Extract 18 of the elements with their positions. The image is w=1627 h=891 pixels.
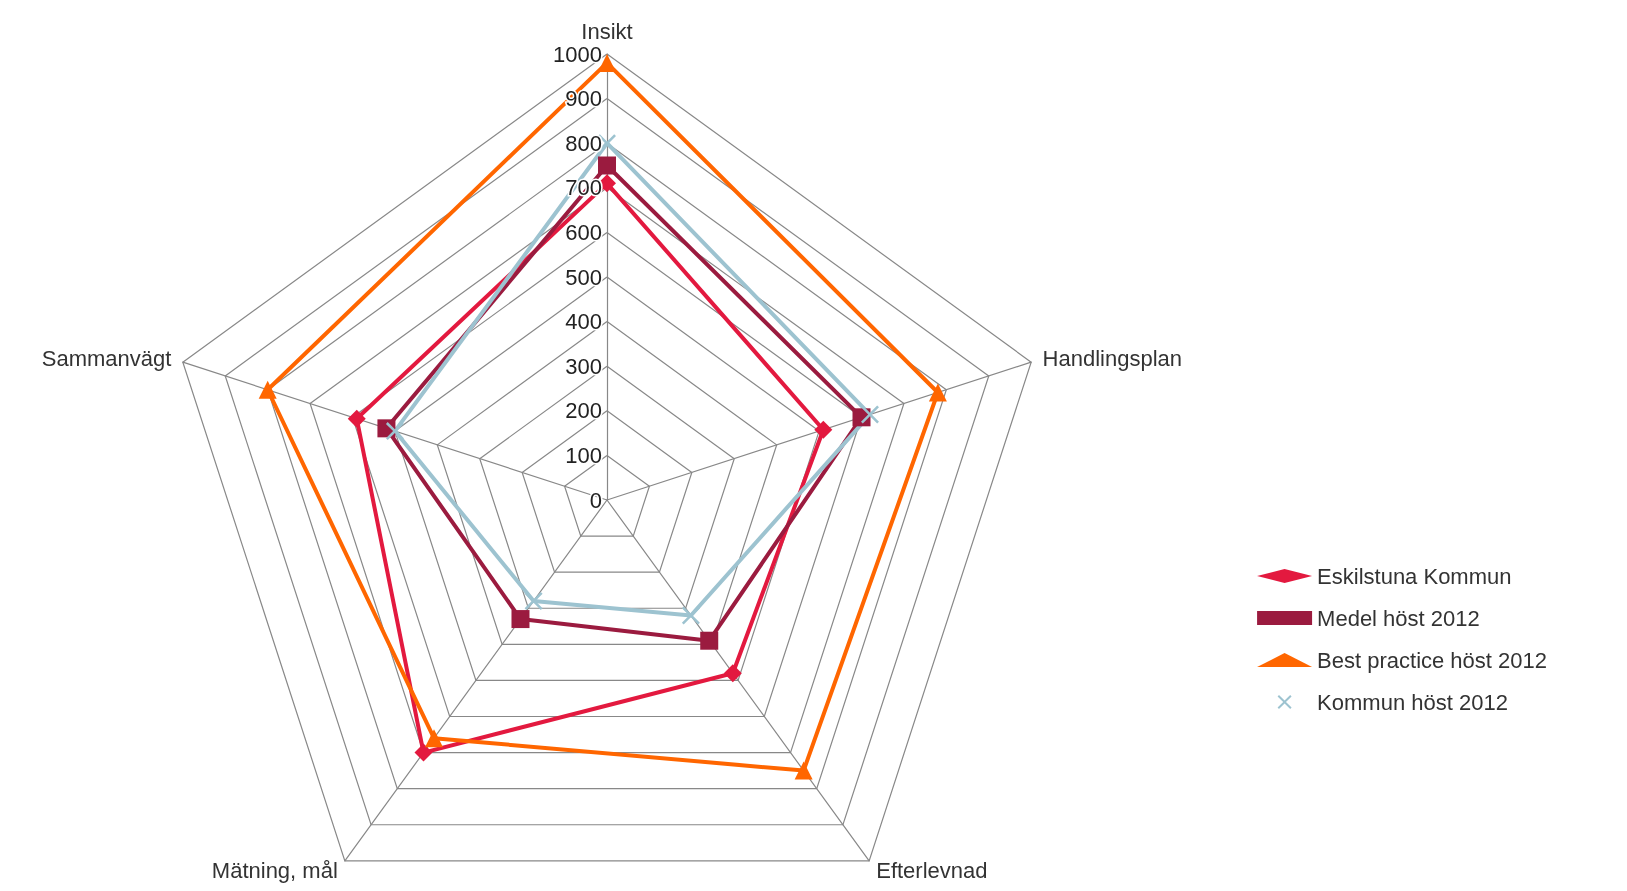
legend-label: Medel höst 2012 bbox=[1317, 605, 1480, 631]
spoke-label: Handlingsplan bbox=[1042, 345, 1183, 371]
legend-label: Kommun höst 2012 bbox=[1317, 689, 1508, 715]
y-tick-label: 0 bbox=[589, 487, 602, 513]
y-tick-label: 400 bbox=[565, 309, 602, 335]
spoke-label: Efterlevnad bbox=[876, 858, 988, 884]
spoke-label: Insikt bbox=[581, 18, 633, 44]
legend-label: Best practice höst 2012 bbox=[1317, 647, 1548, 673]
y-tick-label: 1000 bbox=[553, 41, 602, 67]
spoke-label: Mätning, mål bbox=[211, 858, 338, 884]
y-tick-label: 100 bbox=[565, 442, 602, 468]
spoke-label: Sammanvägt bbox=[41, 345, 172, 371]
y-tick-label: 800 bbox=[565, 130, 602, 156]
y-tick-label: 500 bbox=[565, 264, 602, 290]
y-tick-label: 300 bbox=[565, 353, 602, 379]
y-tick-label: 200 bbox=[565, 398, 602, 424]
y-tick-label: 600 bbox=[565, 219, 602, 245]
legend-label: Eskilstuna Kommun bbox=[1317, 563, 1512, 589]
